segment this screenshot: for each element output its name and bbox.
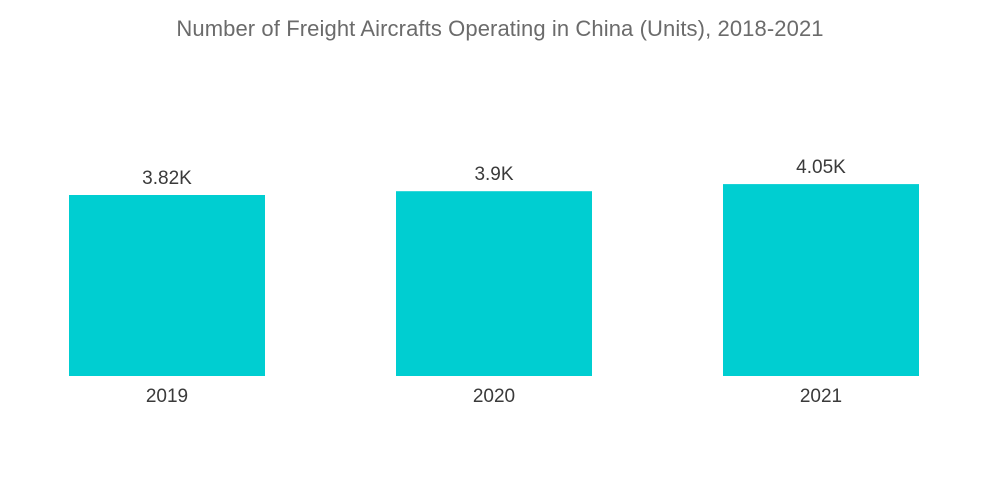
data-label-2020: 3.9K (474, 164, 513, 185)
data-label-2021: 4.05K (796, 157, 846, 178)
x-tick-label-2020: 2020 (473, 386, 515, 407)
bar-2019 (69, 195, 265, 376)
chart-title: Number of Freight Aircrafts Operating in… (176, 16, 824, 41)
bar-2021 (723, 184, 919, 376)
x-tick-label-2019: 2019 (146, 386, 188, 407)
x-tick-label-2021: 2021 (800, 386, 842, 407)
bar-2020 (396, 191, 592, 376)
data-label-2019: 3.82K (142, 168, 192, 189)
